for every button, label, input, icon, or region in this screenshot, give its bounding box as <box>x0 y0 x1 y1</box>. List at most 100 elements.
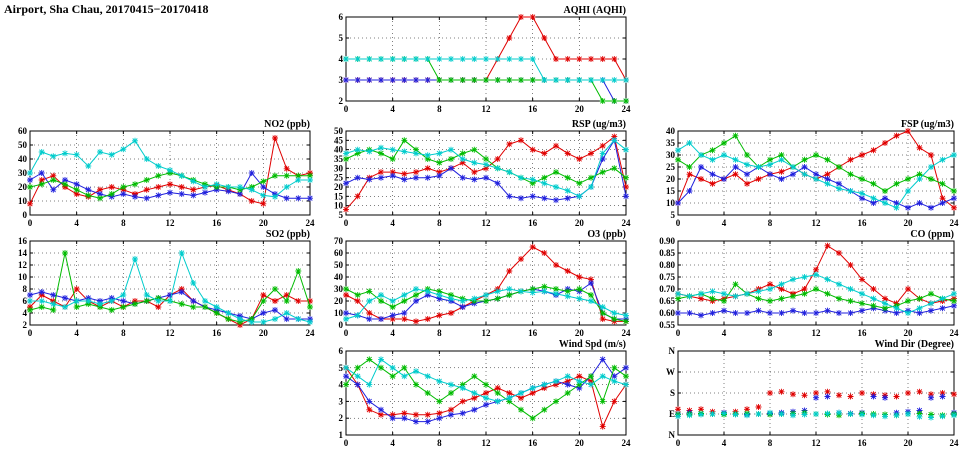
x-tick-label: 16 <box>528 218 538 228</box>
y-tick-label: 0.80 <box>659 260 675 270</box>
y-tick-label: 2 <box>23 320 28 330</box>
x-tick-label: 8 <box>768 328 773 338</box>
x-tick-label: 8 <box>121 218 126 228</box>
x-tick-label: 8 <box>768 438 773 448</box>
x-tick-label: 0 <box>676 328 681 338</box>
series-markers-red <box>343 133 629 213</box>
x-tick-label: 12 <box>482 438 492 448</box>
x-tick-label: 20 <box>575 438 585 448</box>
series-markers-cyan <box>343 56 629 83</box>
chart-title: SO2 (ppb) <box>266 229 310 240</box>
y-tick-label: 20 <box>334 182 344 192</box>
y-tick-label: 1 <box>339 430 344 440</box>
y-tick-label: 35 <box>334 154 344 164</box>
series-markers-red <box>343 244 629 325</box>
x-tick-label: 16 <box>212 218 222 228</box>
y-tick-label: 50 <box>18 140 28 150</box>
y-tick-label: 35 <box>666 138 676 148</box>
chart-wind-speed: Wind Spd (m/s) 1 2 3 4 5 6 0 4 8 12 16 20 24 <box>318 338 632 450</box>
series-markers-cyan <box>675 409 957 421</box>
x-tick-label: 16 <box>528 438 538 448</box>
x-tick-label: 4 <box>722 328 727 338</box>
series-markers-cyan <box>343 356 629 405</box>
x-tick-label: 24 <box>950 328 960 338</box>
series-line-red <box>345 246 626 322</box>
y-tick-label: 30 <box>18 168 28 178</box>
y-tick-label: 0.55 <box>659 320 675 330</box>
y-tick-label: N <box>669 346 676 356</box>
y-tick-label: N <box>669 430 676 440</box>
y-tick-label: E <box>669 409 675 419</box>
y-tick-label: 3 <box>339 396 344 406</box>
chart-title: Wind Dir (Degree) <box>875 339 954 350</box>
chart-co-canvas: CO (ppm) 0.55 0.60 0.65 0.70 0.75 0.80 0.85 0.90… <box>659 229 960 338</box>
page-title: Airport, Sha Chau, 20170415−20170418 <box>4 2 209 16</box>
chart-title: CO (ppm) <box>910 229 954 240</box>
x-tick-label: 0 <box>676 218 681 228</box>
x-tick-label: 20 <box>575 218 585 228</box>
x-tick-label: 8 <box>437 328 442 338</box>
x-tick-label: 12 <box>812 328 822 338</box>
y-tick-label: 60 <box>18 126 28 136</box>
x-tick-label: 12 <box>812 218 822 228</box>
y-tick-label: 40 <box>334 272 344 282</box>
x-tick-label: 24 <box>622 328 632 338</box>
series-line-green <box>345 358 627 419</box>
y-tick-label: 10 <box>334 308 344 318</box>
y-tick-label: 5 <box>339 33 344 43</box>
y-tick-label: 12 <box>18 260 28 270</box>
x-tick-label: 8 <box>121 328 126 338</box>
y-tick-label: 3 <box>339 75 344 85</box>
chart-rsp: RSP (ug/m3) 5 10 15 20 25 30 35 40 45 50 0 4 8 12 16 20 2… <box>318 118 632 230</box>
chart-title: RSP (ug/m3) <box>572 119 626 130</box>
x-tick-label: 8 <box>768 218 773 228</box>
chart-fsp-canvas: FSP (ug/m3) 5 10 15 20 25 30 35 40 0 4 8 12 16 20 24 <box>666 119 959 228</box>
series-markers-cyan <box>27 137 313 200</box>
y-tick-label: 8 <box>23 284 28 294</box>
y-tick-label: 40 <box>666 126 676 136</box>
y-tick-label: 60 <box>334 248 344 258</box>
series-markers-cyan <box>675 140 957 211</box>
series-markers-green <box>343 356 629 422</box>
y-tick-label: 50 <box>334 126 344 136</box>
y-tick-label: 25 <box>666 162 676 172</box>
x-tick-label: 4 <box>74 328 79 338</box>
series-markers-cyan <box>675 271 957 316</box>
x-tick-label: 24 <box>306 328 316 338</box>
x-tick-label: 20 <box>259 218 269 228</box>
y-tick-label: S <box>670 388 675 398</box>
x-tick-label: 0 <box>28 328 33 338</box>
x-tick-label: 24 <box>622 438 632 448</box>
y-tick-label: 50 <box>334 260 344 270</box>
x-tick-label: 20 <box>904 218 914 228</box>
x-tick-label: 4 <box>74 218 79 228</box>
x-tick-label: 4 <box>722 218 727 228</box>
y-tick-label: 4 <box>339 54 344 64</box>
x-tick-label: 4 <box>390 218 395 228</box>
y-tick-label: 45 <box>334 135 344 145</box>
series-markers-cyan <box>343 137 629 200</box>
y-tick-label: 14 <box>18 248 28 258</box>
y-tick-label: 0.90 <box>659 236 675 246</box>
x-tick-label: 12 <box>482 104 492 114</box>
y-tick-label: 30 <box>334 163 344 173</box>
chart-no2: NO2 (ppb) 0 10 20 30 40 50 60 0 4 8 12 16 20 24 <box>2 118 316 230</box>
y-tick-label: 30 <box>666 150 676 160</box>
chart-title: FSP (ug/m3) <box>901 119 954 130</box>
series-markers-cyan <box>27 250 313 325</box>
x-tick-label: 0 <box>344 104 349 114</box>
chart-fsp: FSP (ug/m3) 5 10 15 20 25 30 35 40 0 4 8 12 16 20 24 <box>650 118 960 230</box>
series-line-red <box>677 130 955 209</box>
x-tick-label: 0 <box>344 218 349 228</box>
y-tick-label: 40 <box>334 145 344 155</box>
x-tick-label: 20 <box>904 328 914 338</box>
x-tick-label: 16 <box>528 328 538 338</box>
chart-title: NO2 (ppb) <box>264 119 310 130</box>
x-tick-label: 16 <box>212 328 222 338</box>
y-tick-label: 16 <box>18 236 28 246</box>
x-tick-label: 20 <box>904 438 914 448</box>
x-tick-label: 24 <box>950 438 960 448</box>
x-tick-label: 8 <box>437 104 442 114</box>
x-tick-label: 4 <box>722 438 727 448</box>
